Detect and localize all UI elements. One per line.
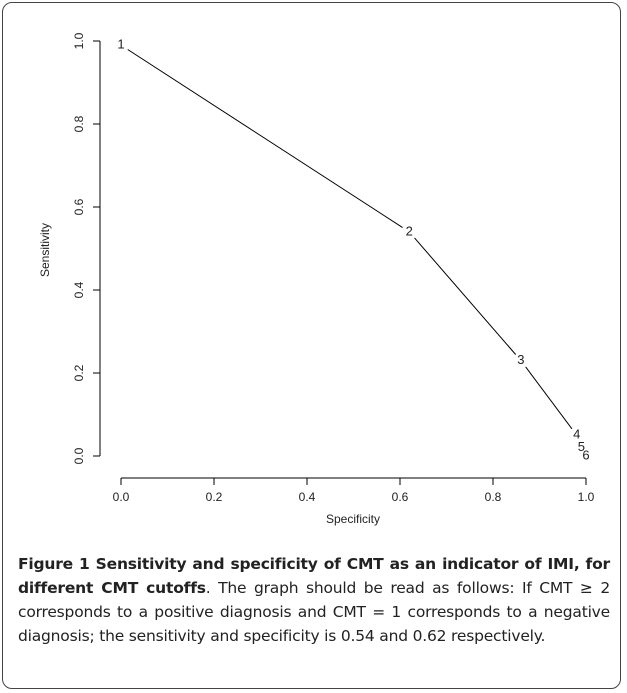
x-tick-label: 0.4: [299, 490, 316, 504]
line-segment: [414, 237, 517, 355]
figure-frame: [2, 2, 621, 689]
x-axis-label: Specificity: [326, 512, 380, 526]
y-axis-label: Sensitivity: [38, 223, 52, 277]
point-label: 4: [573, 427, 580, 442]
x-tick-label: 0.2: [206, 490, 223, 504]
y-tick-label: 0.8: [72, 115, 86, 132]
point-label: 2: [406, 223, 413, 238]
point-label: 3: [517, 352, 524, 367]
caption: Figure 1 Sensitivity and specificity of …: [18, 552, 610, 648]
x-tick-label: 0.0: [113, 490, 130, 504]
y-tick-label: 0.0: [72, 447, 86, 464]
y-tick-label: 1.0: [72, 32, 86, 49]
point-label: 5: [578, 439, 585, 454]
chart: Specificity Sensitivity 0.0 0.2 0.4 0.6 0.8 1…: [38, 32, 595, 526]
x-tick-label: 1.0: [578, 490, 595, 504]
x-tick-label: 0.6: [392, 490, 409, 504]
y-tick-label: 0.2: [72, 364, 86, 381]
x-tick-label: 0.8: [485, 490, 502, 504]
line-segment: [127, 49, 403, 228]
caption-text: . The graph should be read as follows: I…: [18, 579, 611, 645]
y-tick-label: 0.4: [72, 281, 86, 298]
caption-title: Figure 1 Sensitivity and specificity of …: [18, 555, 610, 597]
point-label: 1: [117, 37, 124, 52]
y-tick-label: 0.6: [72, 198, 86, 215]
line-segment: [525, 366, 573, 430]
point-label: 6: [582, 447, 589, 462]
